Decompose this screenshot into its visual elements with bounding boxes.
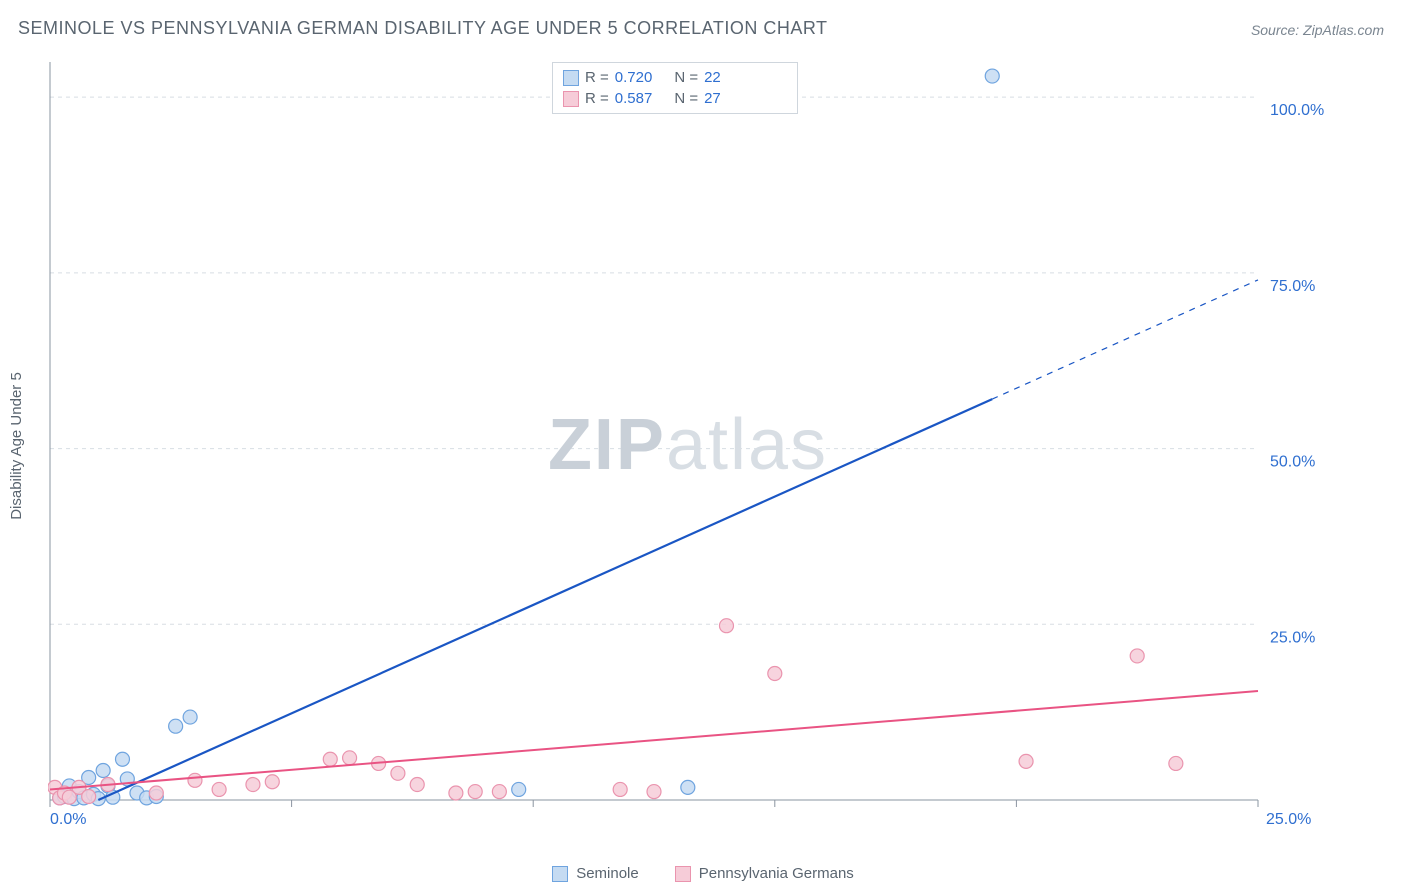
- source-attribution: Source: ZipAtlas.com: [1251, 22, 1384, 38]
- series-legend: Seminole Pennsylvania Germans: [0, 865, 1406, 882]
- chart-title: SEMINOLE VS PENNSYLVANIA GERMAN DISABILI…: [18, 18, 828, 39]
- plot-area: 25.0%50.0%75.0%100.0%0.0%25.0% ZIPatlas: [48, 60, 1328, 830]
- legend-n-label: N =: [674, 69, 698, 86]
- legend-item-seminole: Seminole: [552, 865, 639, 882]
- legend-n-label: N =: [674, 90, 698, 107]
- legend-r-label: R =: [585, 69, 609, 86]
- legend-swatch-icon: [552, 866, 568, 882]
- legend-swatch-pa-german: [563, 91, 579, 107]
- legend-r-value-seminole: 0.720: [615, 69, 653, 86]
- svg-text:50.0%: 50.0%: [1270, 454, 1315, 471]
- y-axis-label: Disability Age Under 5: [8, 372, 25, 520]
- legend-swatch-icon: [675, 866, 691, 882]
- legend-label: Pennsylvania Germans: [699, 865, 854, 882]
- svg-text:0.0%: 0.0%: [50, 811, 86, 828]
- legend-label: Seminole: [576, 865, 639, 882]
- legend-row-seminole: R = 0.720 N = 22: [563, 67, 787, 88]
- legend-n-value-seminole: 22: [704, 69, 721, 86]
- legend-r-value-pa-german: 0.587: [615, 90, 653, 107]
- svg-text:75.0%: 75.0%: [1270, 278, 1315, 295]
- svg-text:25.0%: 25.0%: [1266, 811, 1311, 828]
- legend-swatch-seminole: [563, 70, 579, 86]
- correlation-legend: R = 0.720 N = 22 R = 0.587 N = 27: [552, 62, 798, 114]
- legend-item-pa-german: Pennsylvania Germans: [675, 865, 854, 882]
- scatter-chart: 25.0% 50.0% 75.0% 100.0% 0.0% 25.0%: [48, 60, 1328, 830]
- legend-row-pa-german: R = 0.587 N = 27: [563, 88, 787, 109]
- svg-text:25.0%: 25.0%: [1270, 629, 1315, 646]
- legend-r-label: R =: [585, 90, 609, 107]
- svg-text:100.0%: 100.0%: [1270, 102, 1324, 119]
- legend-n-value-pa-german: 27: [704, 90, 721, 107]
